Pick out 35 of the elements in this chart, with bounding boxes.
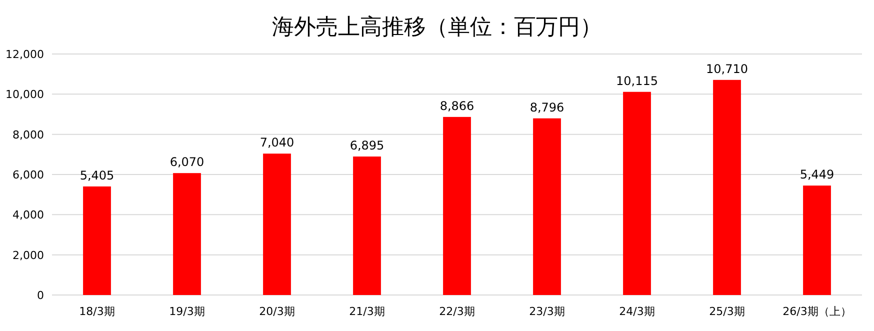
data-label: 6,895	[350, 138, 384, 153]
y-tick-label: 4,000	[12, 208, 44, 222]
data-label: 10,115	[616, 74, 658, 88]
x-tick-label: 18/3期	[79, 305, 115, 318]
y-tick-label: 2,000	[12, 248, 44, 262]
x-tick-label: 24/3期	[619, 305, 655, 318]
data-label: 10,710	[706, 62, 748, 76]
bar	[623, 92, 651, 295]
x-tick-label: 21/3期	[349, 305, 385, 318]
bar	[443, 116, 471, 295]
bar	[173, 173, 201, 295]
y-tick-label: 0	[37, 289, 44, 302]
bar	[533, 118, 561, 295]
data-label: 5,405	[80, 168, 114, 182]
bar	[713, 80, 741, 295]
y-tick-label: 10,000	[6, 88, 44, 102]
data-label: 8,866	[440, 98, 474, 113]
y-tick-label: 6,000	[12, 168, 44, 182]
data-label: 8,796	[530, 100, 564, 114]
data-label: 7,040	[260, 136, 294, 150]
y-tick-label: 8,000	[12, 128, 44, 142]
x-tick-label: 23/3期	[529, 305, 565, 318]
y-tick-label: 12,000	[6, 48, 44, 61]
data-label: 5,449	[800, 168, 834, 182]
x-tick-label: 20/3期	[259, 305, 295, 318]
x-tick-label: 22/3期	[439, 305, 475, 318]
bar	[83, 186, 111, 295]
x-tick-label: 19/3期	[169, 305, 205, 318]
chart-title: 海外売上高推移（単位：百万円）	[272, 15, 602, 40]
bar	[353, 156, 381, 295]
bar	[803, 186, 831, 295]
x-tick-label: 26/3期（上）	[782, 305, 852, 318]
data-label: 6,070	[170, 155, 204, 170]
x-tick-label: 25/3期	[709, 305, 745, 318]
bar	[263, 154, 291, 295]
